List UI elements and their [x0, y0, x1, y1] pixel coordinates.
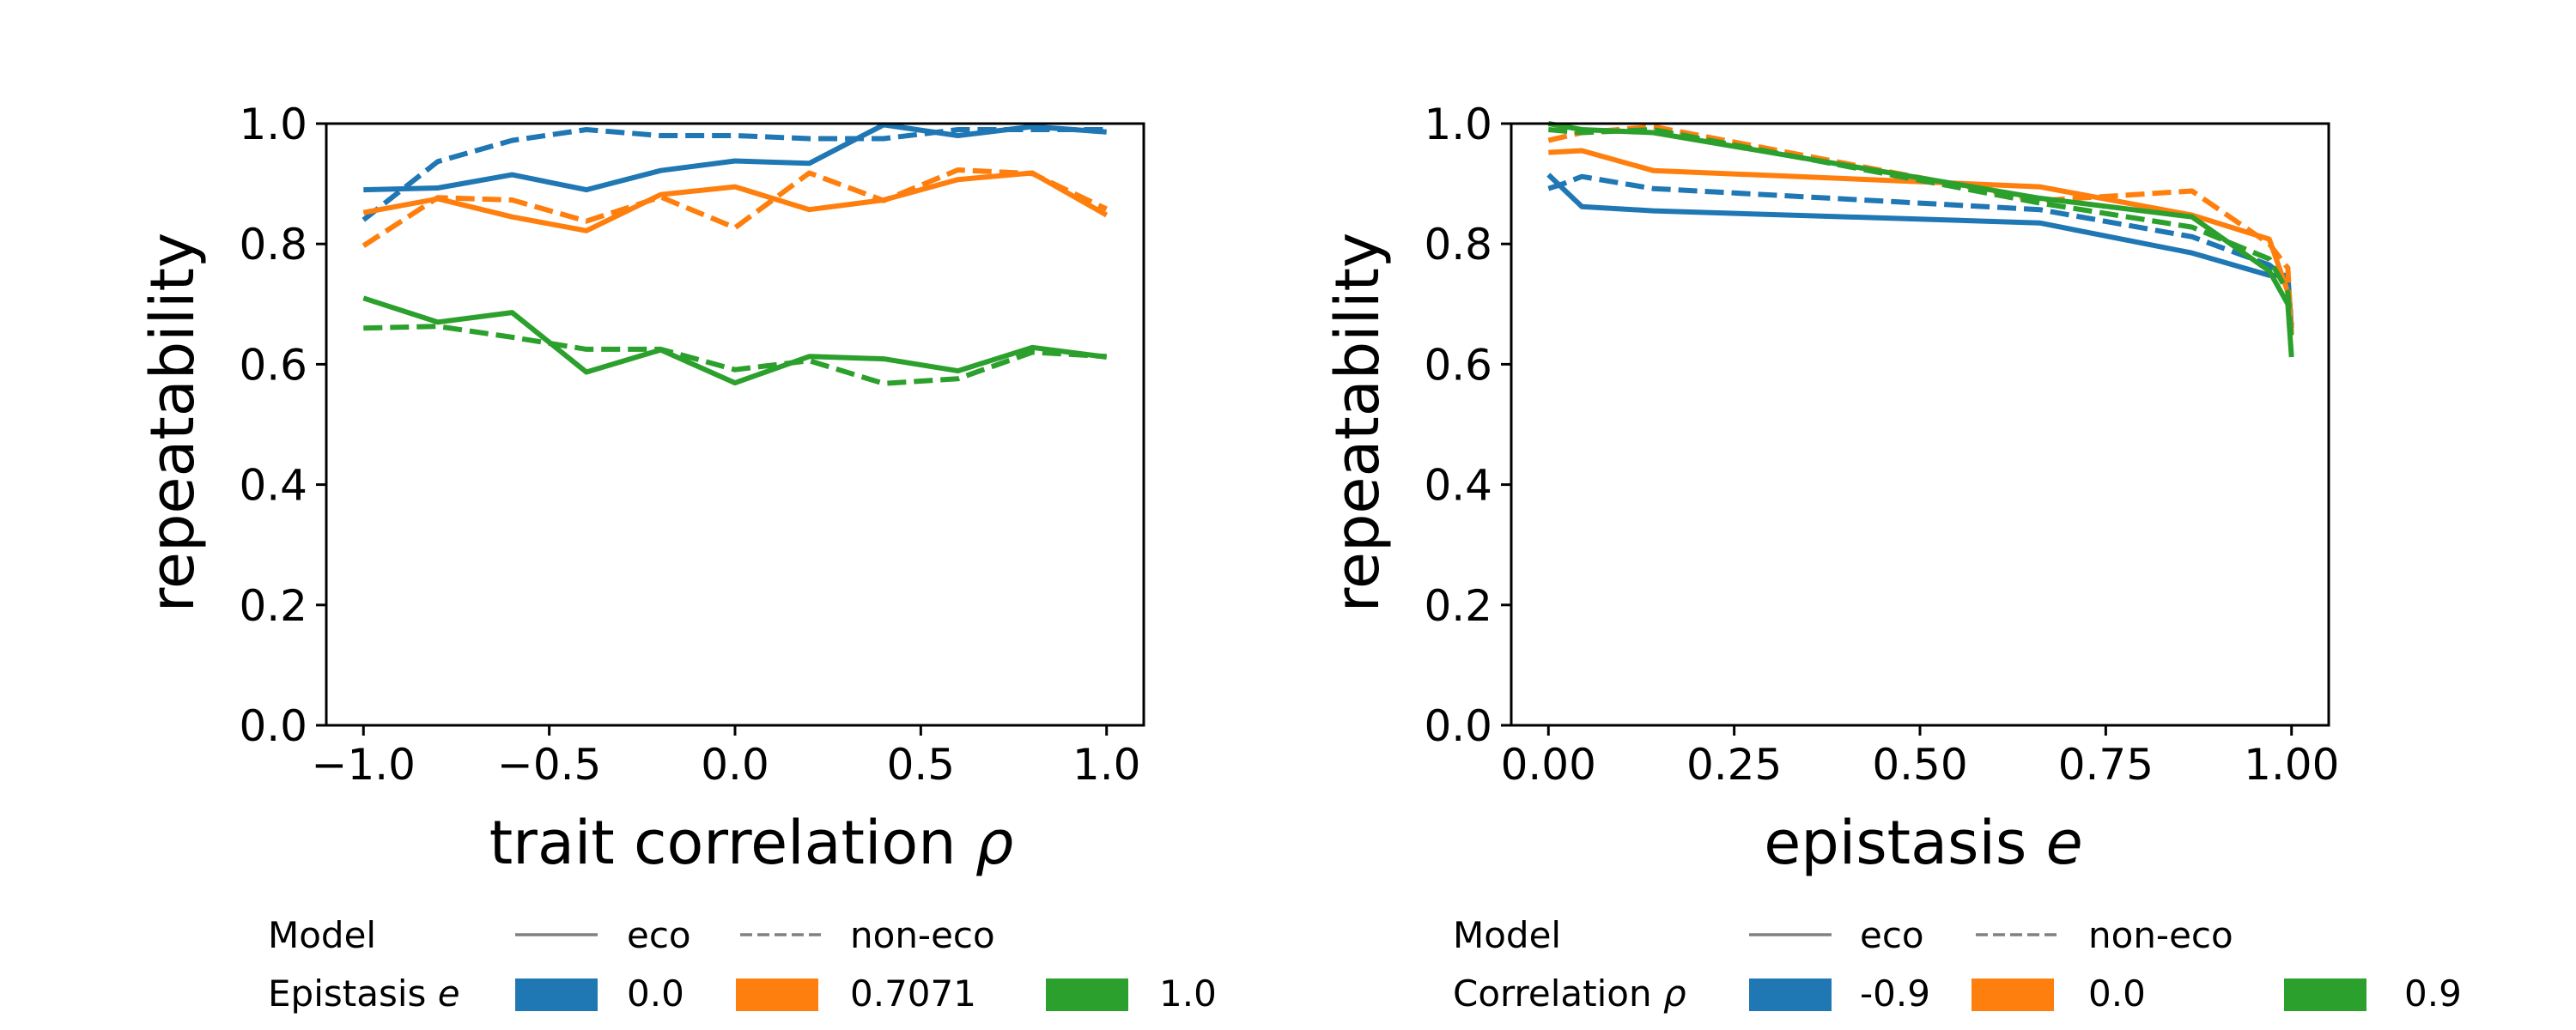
left-y-axis-title: repeatability [137, 233, 208, 613]
right-series-line-3 [1547, 124, 2294, 335]
right-legend: Model eco non-eco Correlation ρ -0.9 0.0… [1453, 914, 2462, 1015]
right-x-axis-title: epistasis e [1764, 808, 2082, 878]
left-y-tick-label: 0.4 [239, 461, 307, 511]
right-y-ticks: 0.0 0.2 0.4 0.6 0.8 1.0 [1424, 100, 1511, 751]
left-legend-swatch-1 [736, 978, 818, 1011]
left-series-line-4 [362, 295, 1108, 386]
left-legend-swatch-0 [515, 978, 598, 1011]
left-legend-group-title-symbol: e [438, 972, 460, 1015]
right-series-line-5 [1548, 127, 2294, 341]
right-y-axis-title: repeatability [1322, 233, 1393, 613]
left-x-tick-label: −0.5 [497, 740, 601, 790]
left-legend-group-title: Epistasis e [268, 972, 460, 1015]
left-y-tick-label: 0.8 [239, 220, 307, 270]
left-y-tick-label: 0.2 [239, 581, 307, 631]
right-legend-group-title-text: Correlation [1453, 972, 1663, 1015]
left-series-line-1 [361, 127, 1107, 222]
left-x-axis-title-symbol: ρ [975, 808, 1013, 878]
right-x-axis-title-text: epistasis [1764, 808, 2045, 878]
left-series-line-3 [361, 167, 1108, 248]
left-y-ticks: 0.0 0.2 0.4 0.6 0.8 1.0 [239, 100, 326, 751]
right-legend-label-0: -0.9 [1860, 972, 1930, 1015]
left-x-axis-title: trait correlation ρ [489, 808, 1014, 878]
left-legend-eco-label: eco [627, 914, 691, 956]
right-panel: 0.00 0.25 0.50 0.75 1.00 0.00.20.40.60.81.0 … [1322, 100, 2462, 1015]
left-plot-lines [361, 122, 1109, 386]
right-x-tick-label: 0.00 [1501, 740, 1596, 790]
right-x-tick-label: 0.50 [1872, 740, 1967, 790]
left-series-line-0 [363, 122, 1107, 193]
right-axes-box [1510, 122, 2330, 727]
left-axes-box [325, 122, 1145, 727]
right-legend-eco-label: eco [1860, 914, 1924, 956]
right-y-tick-label: 0.2 [1424, 581, 1492, 631]
right-legend-group-title-symbol: ρ [1663, 972, 1686, 1015]
left-legend-noneco-label: non-eco [850, 914, 995, 956]
right-y-tick-label: 0.0 [1424, 701, 1492, 751]
left-legend-header-model: Model [268, 914, 376, 956]
right-series-line-2 [1548, 148, 2294, 329]
left-legend-label-0: 0.0 [627, 972, 684, 1015]
left-y-tick-label: 0.0 [239, 701, 307, 751]
left-x-tick-label: 1.0 [1072, 740, 1141, 790]
right-y-tick-label: 1.0 [1424, 100, 1492, 149]
right-legend-noneco-label: non-eco [2088, 914, 2233, 956]
right-legend-header-model: Model [1453, 914, 1561, 956]
right-y-tick-label: 0.6 [1424, 340, 1492, 390]
right-series-line-4 [1547, 121, 2294, 358]
right-plot-lines [1546, 121, 2294, 358]
right-legend-label-2: 0.9 [2404, 972, 2462, 1015]
right-x-tick-label: 0.75 [2058, 740, 2154, 790]
right-y-tick-label: 0.4 [1424, 461, 1492, 511]
right-axes-frame [1510, 122, 2330, 727]
right-legend-swatch-2 [2284, 978, 2366, 1011]
right-legend-group-title: Correlation ρ [1453, 972, 1686, 1015]
left-legend-group-title-text: Epistasis [268, 972, 438, 1015]
left-y-tick-label: 1.0 [239, 100, 307, 149]
right-x-axis-title-symbol: e [2046, 808, 2083, 878]
left-y-tick-label: 0.6 [239, 340, 307, 390]
left-series-line-2 [362, 170, 1109, 233]
left-x-tick-label: 0.5 [887, 740, 956, 790]
left-panel: −1.0 −0.5 0.0 0.5 1.0 0.0 0.2 0.4 0.6 0.8 1.0 tra… [137, 100, 1217, 1015]
right-y-tick-label: 0.8 [1424, 220, 1492, 270]
left-x-ticks: −1.0 −0.5 0.0 0.5 1.0 [312, 725, 1141, 790]
left-x-axis-title-text: trait correlation [489, 808, 975, 878]
right-series-line-0 [1546, 173, 2294, 329]
right-legend-swatch-0 [1749, 978, 1832, 1011]
right-x-ticks: 0.00 0.25 0.50 0.75 1.00 [1501, 725, 2339, 790]
left-axes-frame [325, 122, 1145, 727]
left-legend: Model eco non-eco Epistasis e 0.0 0.7071… [268, 914, 1217, 1015]
right-legend-label-1: 0.0 [2088, 972, 2146, 1015]
right-x-tick-label: 1.00 [2244, 740, 2339, 790]
left-legend-swatch-2 [1046, 978, 1128, 1011]
left-legend-label-1: 0.7071 [850, 972, 976, 1015]
left-x-tick-label: −1.0 [312, 740, 416, 790]
left-x-tick-label: 0.0 [701, 740, 769, 790]
right-x-tick-label: 0.25 [1686, 740, 1782, 790]
left-legend-label-2: 1.0 [1159, 972, 1217, 1015]
right-legend-swatch-1 [1971, 978, 2054, 1011]
left-series-line-5 [363, 324, 1107, 386]
